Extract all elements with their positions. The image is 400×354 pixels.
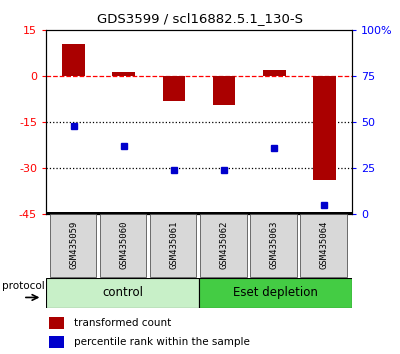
Text: protocol: protocol: [2, 281, 45, 291]
Text: GDS3599 / scl16882.5.1_130-S: GDS3599 / scl16882.5.1_130-S: [97, 12, 303, 25]
Bar: [213, 76, 235, 105]
FancyBboxPatch shape: [150, 214, 196, 277]
Bar: [263, 70, 286, 76]
Text: GSM435059: GSM435059: [69, 221, 78, 269]
Bar: [49, 336, 64, 348]
FancyBboxPatch shape: [250, 214, 297, 277]
Text: GSM435062: GSM435062: [220, 221, 228, 269]
FancyBboxPatch shape: [50, 214, 96, 277]
Bar: [163, 76, 185, 101]
Bar: [112, 72, 135, 76]
FancyBboxPatch shape: [100, 214, 146, 277]
FancyBboxPatch shape: [300, 214, 347, 277]
Text: GSM435060: GSM435060: [119, 221, 128, 269]
Bar: [313, 76, 336, 181]
Text: Eset depletion: Eset depletion: [233, 286, 318, 299]
Bar: [49, 317, 64, 329]
Text: percentile rank within the sample: percentile rank within the sample: [74, 337, 250, 347]
Bar: [62, 44, 85, 76]
Bar: [46, 278, 199, 308]
Text: GSM435063: GSM435063: [270, 221, 279, 269]
FancyBboxPatch shape: [200, 214, 247, 277]
Text: GSM435061: GSM435061: [170, 221, 178, 269]
Text: GSM435064: GSM435064: [320, 221, 329, 269]
Text: control: control: [102, 286, 143, 299]
Bar: [199, 278, 352, 308]
Text: transformed count: transformed count: [74, 318, 171, 328]
